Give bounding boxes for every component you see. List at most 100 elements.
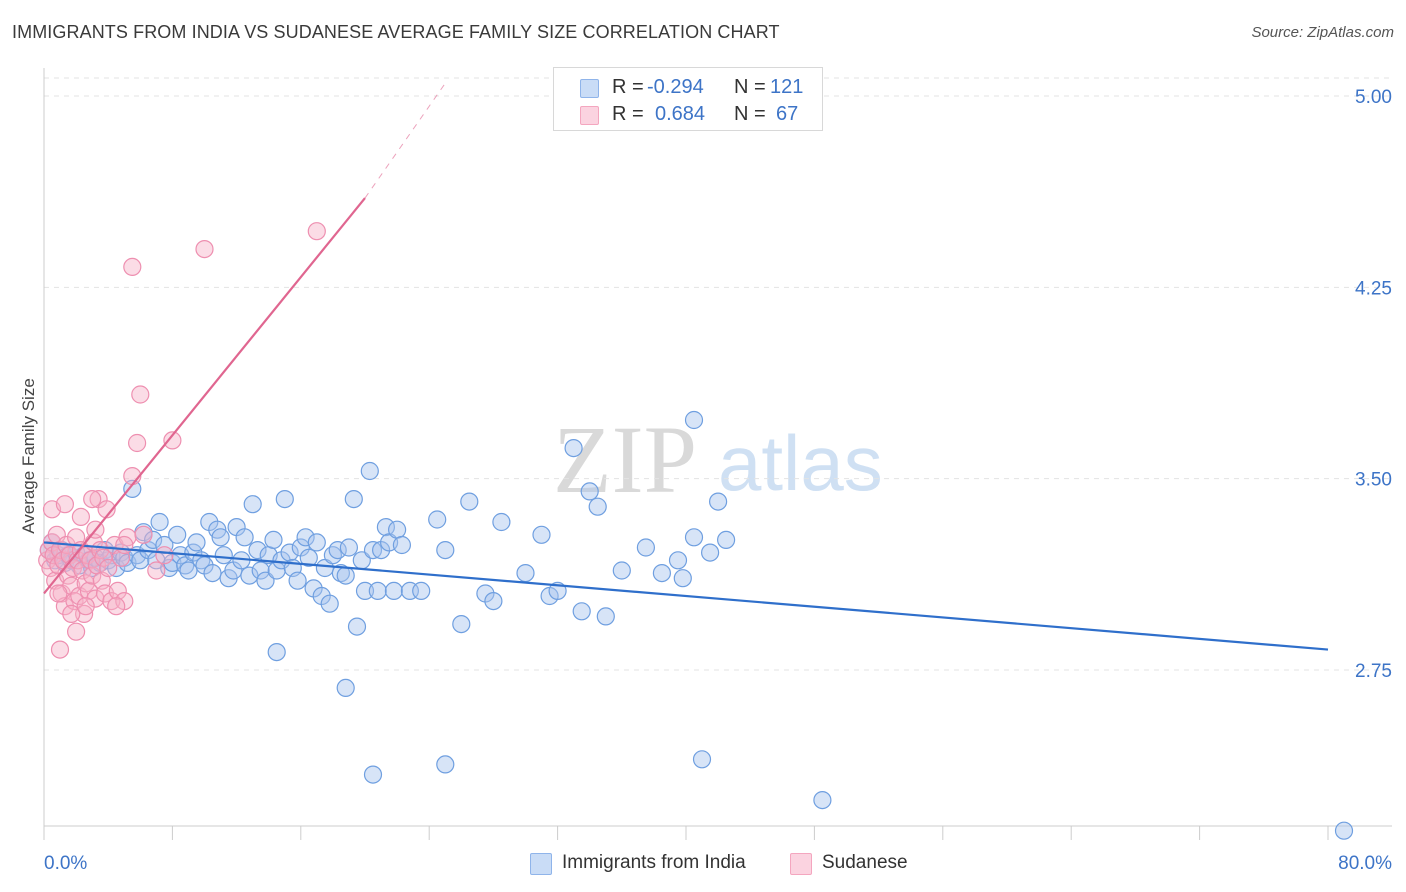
chart-title: IMMIGRANTS FROM INDIA VS SUDANESE AVERAG…: [12, 22, 780, 42]
india-point: [428, 510, 447, 529]
sudanese-point: [123, 257, 142, 276]
legend-r-value: -0.294: [647, 76, 704, 98]
watermark-zip: ZIP: [553, 406, 697, 513]
x-ticks: [43, 826, 1329, 840]
india-point: [652, 563, 672, 583]
india-point: [347, 617, 367, 636]
sudanese-point: [115, 535, 134, 555]
sudanese-point: [66, 622, 86, 641]
india-point: [339, 538, 358, 557]
india-point: [251, 561, 270, 580]
sudanese-point: [155, 546, 174, 565]
sudanese-point: [83, 490, 102, 509]
india-point: [176, 556, 195, 575]
legend-swatch-india: [580, 79, 599, 98]
india-point: [299, 548, 318, 567]
india-point: [684, 528, 704, 547]
india-point: [716, 530, 736, 550]
india-point: [320, 594, 339, 613]
sudanese-point: [62, 604, 81, 624]
x-tick-label-min: 0.0%: [44, 853, 87, 874]
india-point: [336, 566, 355, 585]
y-axis-label: Average Family Size: [19, 378, 38, 534]
india-point: [235, 528, 254, 547]
india-point: [240, 566, 259, 585]
india-point: [344, 490, 363, 509]
india-point: [684, 410, 704, 430]
india-point: [150, 512, 169, 532]
y-tick-labels: 2.75 3.50 4.25 5.00: [1355, 87, 1392, 682]
india-point: [492, 512, 511, 532]
india-point: [588, 497, 607, 516]
india-point: [264, 530, 283, 550]
india-point: [388, 520, 407, 539]
sudanese-point: [74, 604, 94, 624]
sudanese-point: [76, 597, 95, 616]
india-point: [275, 490, 294, 509]
sudanese-point: [128, 433, 147, 453]
sudanese-point: [307, 222, 326, 241]
y-tick-label: 5.00: [1355, 87, 1392, 108]
series-india-points: [39, 410, 1354, 840]
india-point: [368, 581, 387, 601]
india-point: [296, 528, 315, 547]
india-point: [484, 591, 503, 611]
legend-item-sudanese: Sudanese: [790, 852, 950, 878]
legend-r-value: 0.684: [655, 103, 706, 125]
sudanese-point: [71, 507, 91, 527]
series-sudanese-points: [38, 222, 326, 659]
axes: [43, 68, 1392, 827]
india-point: [331, 563, 350, 583]
india-point: [596, 607, 615, 626]
india-point: [243, 495, 262, 514]
legend-n-label: N =: [734, 76, 766, 98]
india-point: [355, 581, 375, 601]
sudanese-point: [134, 525, 153, 544]
legend-label-india: Immigrants from India: [562, 852, 746, 873]
india-point: [288, 571, 307, 590]
india-point: [668, 551, 688, 570]
x-tick-label-max: 80.0%: [1338, 853, 1392, 874]
india-point: [813, 790, 832, 810]
legend-r-label: R =: [612, 103, 644, 125]
india-point: [460, 492, 479, 511]
legend-r-label: R =: [612, 76, 644, 98]
india-point: [211, 528, 230, 547]
india-point: [392, 535, 411, 555]
india-point: [144, 530, 163, 550]
correlation-legend: R = -0.294 N = 121 R = 0.684 N = 67: [553, 67, 823, 131]
sudanese-point: [83, 566, 102, 585]
y-tick-label: 4.25: [1355, 278, 1392, 299]
india-point: [692, 750, 712, 769]
india-point: [360, 461, 379, 481]
y-tick-label: 3.50: [1355, 470, 1392, 491]
india-point: [168, 525, 187, 544]
y-tick-label: 2.75: [1355, 661, 1392, 682]
legend-item-india: Immigrants from India: [530, 852, 770, 878]
india-point: [612, 561, 631, 580]
legend-row-sudanese: R = 0.684 N = 67: [554, 101, 822, 129]
sudanese-point: [107, 597, 126, 616]
india-point: [187, 533, 206, 552]
india-point: [580, 482, 599, 501]
watermark-atlas: atlas: [718, 419, 883, 507]
legend-swatch-sudanese: [580, 106, 599, 125]
india-point: [532, 525, 551, 544]
india-point: [214, 546, 233, 565]
trend-lines: [43, 82, 1329, 651]
sudanese-trend-extension: [364, 82, 446, 199]
legend-swatch-sudanese: [790, 853, 812, 875]
watermark: ZIP atlas: [553, 406, 883, 513]
legend-row-india: R = -0.294 N = 121: [554, 74, 822, 102]
sudanese-point: [108, 581, 127, 601]
india-point: [452, 614, 471, 634]
india-point: [1334, 821, 1354, 840]
sudanese-point: [50, 640, 70, 659]
india-point: [203, 563, 222, 583]
sudanese-point: [49, 584, 68, 603]
india-point: [267, 642, 286, 662]
india-point: [673, 569, 692, 588]
india-point: [256, 571, 275, 590]
india-point: [336, 678, 355, 698]
